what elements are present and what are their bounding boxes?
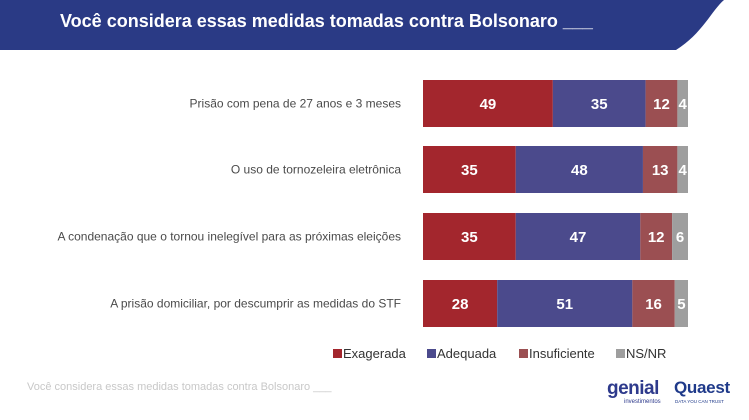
data-label: 4: [679, 162, 688, 179]
bar-segment-ns-nr: [677, 146, 688, 193]
data-label: 12: [648, 229, 665, 246]
bar-segment-adequada: [552, 80, 646, 127]
legend-label: Adequada: [437, 346, 497, 361]
genial-logo-name: genial: [607, 378, 659, 399]
data-label: 35: [461, 162, 478, 179]
bar-segment-insuficiente: [642, 146, 678, 193]
data-label: 28: [452, 296, 469, 313]
data-label: 6: [676, 229, 684, 246]
category-label: A prisão domiciliar, por descumprir as m…: [110, 297, 401, 311]
legend-swatch: [616, 349, 625, 358]
bar-segment-adequada: [515, 213, 641, 260]
category-label: A condenação que o tornou inelegível par…: [57, 230, 401, 244]
data-label: 13: [652, 162, 669, 179]
bar-segment-ns-nr: [677, 80, 688, 127]
bar-segment-insuficiente: [645, 80, 678, 127]
bar-segment-adequada: [515, 146, 643, 193]
header-banner: Você considera essas medidas tomadas con…: [0, 0, 749, 50]
bar-segment-ns-nr: [672, 213, 688, 260]
genial-logo-subtitle: investimentos: [624, 399, 661, 405]
data-label: 12: [653, 96, 670, 113]
footnote: Você considera essas medidas tomadas con…: [27, 381, 332, 393]
bar-segment-exagerada: [423, 280, 498, 327]
genial-logo: genial investimentos: [607, 378, 667, 406]
bar-segment-exagerada: [423, 213, 516, 260]
data-label: 35: [591, 96, 608, 113]
bar-segment-exagerada: [423, 80, 553, 127]
header-background: [0, 0, 724, 50]
data-label: 4: [679, 96, 688, 113]
quaest-logo-tagline: DATA YOU CAN TRUST: [675, 399, 724, 404]
data-label: 48: [571, 162, 588, 179]
legend-swatch: [427, 349, 436, 358]
bar-segment-insuficiente: [640, 213, 673, 260]
legend-label: NS/NR: [626, 346, 666, 361]
bar-segment-adequada: [497, 280, 633, 327]
category-label: Prisão com pena de 27 anos e 3 meses: [190, 97, 401, 111]
data-label: 51: [556, 296, 573, 313]
data-label: 5: [677, 296, 685, 313]
legend-label: Insuficiente: [529, 346, 595, 361]
legend-label: Exagerada: [343, 346, 407, 361]
bar-segment-insuficiente: [632, 280, 675, 327]
quaest-logo: Quaest DATA YOU CAN TRUST: [674, 378, 736, 408]
legend-swatch: [519, 349, 528, 358]
chart-title: Você considera essas medidas tomadas con…: [60, 11, 593, 31]
data-label: 47: [570, 229, 587, 246]
bar-segment-exagerada: [423, 146, 516, 193]
data-label: 49: [480, 96, 497, 113]
data-label: 16: [645, 296, 662, 313]
quaest-logo-name: Quaest: [674, 378, 730, 397]
legend-swatch: [333, 349, 342, 358]
category-label: O uso de tornozeleira eletrônica: [231, 163, 401, 177]
bar-segment-ns-nr: [674, 280, 688, 327]
data-label: 35: [461, 229, 478, 246]
